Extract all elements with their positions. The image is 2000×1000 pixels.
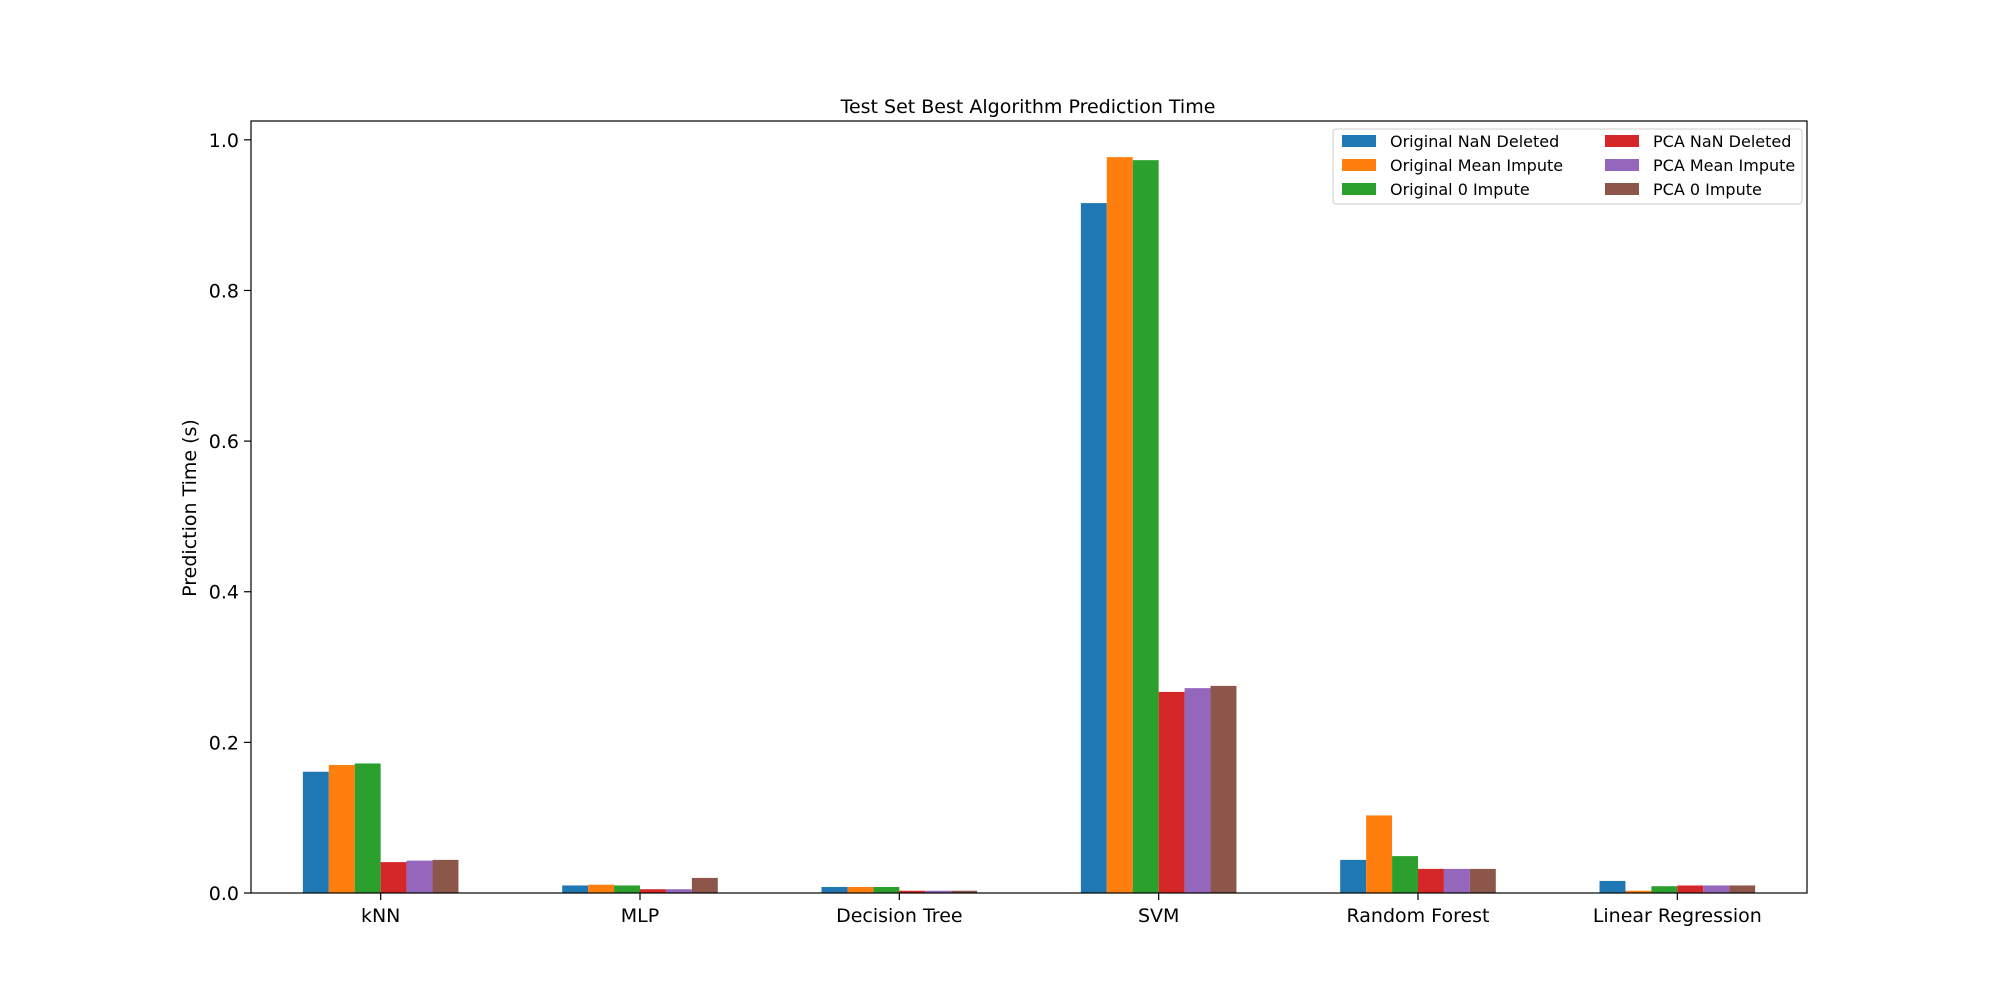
bars-group [302, 157, 1756, 894]
bar [1184, 688, 1211, 893]
bar [1132, 160, 1159, 894]
bar [380, 862, 407, 893]
legend-swatch [1605, 183, 1639, 195]
bar [665, 889, 692, 893]
bar [1340, 859, 1367, 893]
legend-label: PCA NaN Deleted [1653, 132, 1791, 151]
bar [821, 886, 848, 893]
legend-swatch [1342, 159, 1376, 171]
bar [1625, 890, 1652, 893]
bar [1703, 885, 1730, 893]
bar [614, 885, 640, 893]
legend-label: PCA 0 Impute [1653, 180, 1762, 199]
x-tick-label: MLP [621, 905, 659, 927]
bar [691, 877, 718, 893]
x-tick-label: kNN [361, 905, 400, 927]
legend-swatch [1605, 135, 1639, 147]
bar [1599, 880, 1626, 893]
bar [302, 771, 329, 893]
bar [1106, 157, 1133, 893]
legend: Original NaN Deleted Original Mean Impute… [1332, 128, 1803, 205]
bar [1366, 815, 1393, 893]
legend-label: Original 0 Impute [1390, 180, 1530, 199]
bar [1158, 691, 1185, 893]
bar [328, 764, 355, 893]
x-tick-label: SVM [1138, 905, 1179, 927]
bar [1729, 885, 1756, 893]
y-tick-label: 0.2 [209, 732, 239, 754]
y-tick-label: 0.0 [209, 883, 239, 905]
legend-label: PCA Mean Impute [1653, 156, 1795, 175]
x-tick-label: Decision Tree [836, 905, 963, 927]
legend-swatch [1605, 159, 1639, 171]
bar [562, 885, 589, 893]
y-tick-label: 0.8 [209, 280, 239, 302]
bar [1080, 203, 1107, 894]
chart-title: Test Set Best Algorithm Prediction Time [840, 96, 1216, 118]
bar [1651, 886, 1678, 893]
legend-swatch [1342, 183, 1376, 195]
x-tick-label: Random Forest [1346, 905, 1489, 927]
bar [951, 890, 978, 893]
bar [847, 886, 874, 893]
bar [354, 763, 381, 893]
bar [432, 859, 459, 893]
y-tick-label: 0.6 [209, 431, 239, 453]
bar [873, 886, 900, 893]
bar [925, 890, 952, 893]
bar [1210, 685, 1237, 893]
bar [1418, 868, 1444, 893]
y-axis-label: Prediction Time (s) [179, 419, 201, 597]
x-tick-label: Linear Regression [1593, 905, 1762, 927]
legend-swatch [1342, 135, 1376, 147]
bar [640, 889, 666, 893]
plot-frame [250, 120, 1808, 894]
axes-group: 0.0 0.2 0.4 0.6 0.8 1.0 kNN MLP Decision Tree SVM… [209, 120, 1808, 927]
legend-label: Original NaN Deleted [1390, 132, 1559, 151]
y-tick-label: 0.4 [209, 582, 239, 604]
bar [1443, 868, 1470, 893]
bar [588, 884, 615, 893]
y-tick-label: 1.0 [209, 130, 239, 152]
legend-label: Original Mean Impute [1390, 156, 1563, 175]
bar [1677, 885, 1704, 893]
legend-frame [1332, 128, 1803, 205]
bar [1469, 868, 1496, 893]
bar [406, 860, 433, 893]
bar [1392, 856, 1418, 893]
bar [899, 890, 926, 893]
